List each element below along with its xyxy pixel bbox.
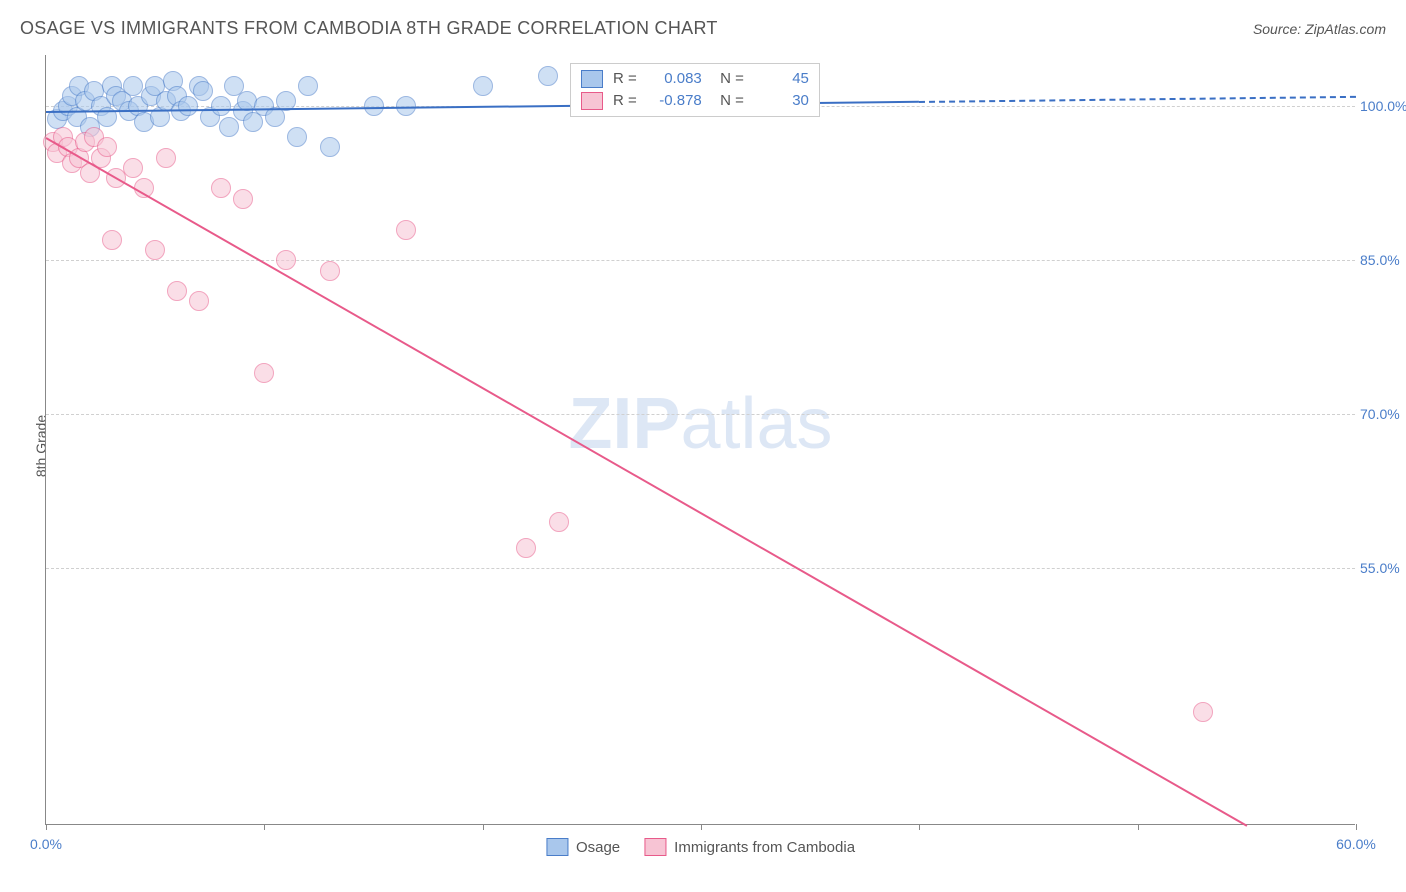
x-tick <box>1356 824 1357 830</box>
data-point <box>254 363 274 383</box>
x-tick-label: 0.0% <box>30 836 62 852</box>
data-point <box>97 137 117 157</box>
y-tick-label: 100.0% <box>1360 98 1406 114</box>
legend-swatch <box>644 838 666 856</box>
data-point <box>320 261 340 281</box>
x-tick <box>701 824 702 830</box>
plot-area: ZIPatlas 55.0%70.0%85.0%100.0%0.0%60.0%R… <box>45 55 1355 825</box>
trend-line <box>46 137 1248 827</box>
data-point <box>156 148 176 168</box>
trend-line-dashed <box>919 96 1356 103</box>
data-point <box>298 76 318 96</box>
y-tick-label: 85.0% <box>1360 252 1406 268</box>
data-point <box>211 178 231 198</box>
legend-swatch <box>546 838 568 856</box>
legend: Osage Immigrants from Cambodia <box>546 838 855 856</box>
data-point <box>396 220 416 240</box>
data-point <box>320 137 340 157</box>
series-swatch <box>581 70 603 88</box>
data-point <box>233 189 253 209</box>
stat-n-value: 45 <box>754 70 809 87</box>
stats-box: R = 0.083 N = 45 R = -0.878 N = 30 <box>570 63 820 117</box>
data-point <box>145 240 165 260</box>
data-point <box>538 66 558 86</box>
series-swatch <box>581 92 603 110</box>
legend-item: Osage <box>546 838 620 856</box>
data-point <box>1193 702 1213 722</box>
data-point <box>549 512 569 532</box>
stat-r-label: R = <box>613 92 637 109</box>
stat-n-label: N = <box>712 92 744 109</box>
legend-label: Immigrants from Cambodia <box>674 839 855 856</box>
data-point <box>473 76 493 96</box>
stat-r-value: -0.878 <box>647 92 702 109</box>
x-tick-label: 60.0% <box>1336 836 1376 852</box>
chart-header: OSAGE VS IMMIGRANTS FROM CAMBODIA 8TH GR… <box>0 0 1406 49</box>
grid-line <box>46 568 1355 569</box>
data-point <box>123 158 143 178</box>
data-point <box>287 127 307 147</box>
stat-r-value: 0.083 <box>647 70 702 87</box>
legend-item: Immigrants from Cambodia <box>644 838 855 856</box>
grid-line <box>46 260 1355 261</box>
stat-r-label: R = <box>613 70 637 87</box>
watermark-bold: ZIP <box>568 384 680 464</box>
stats-row: R = 0.083 N = 45 <box>581 68 809 90</box>
stat-n-label: N = <box>712 70 744 87</box>
data-point <box>102 230 122 250</box>
data-point <box>516 538 536 558</box>
x-tick <box>264 824 265 830</box>
x-tick <box>483 824 484 830</box>
data-point <box>276 250 296 270</box>
stats-row: R = -0.878 N = 30 <box>581 90 809 112</box>
watermark-rest: atlas <box>680 384 832 464</box>
x-tick <box>46 824 47 830</box>
grid-line <box>46 414 1355 415</box>
data-point <box>189 291 209 311</box>
data-point <box>178 96 198 116</box>
chart-source: Source: ZipAtlas.com <box>1253 21 1386 37</box>
legend-label: Osage <box>576 839 620 856</box>
data-point <box>211 96 231 116</box>
watermark: ZIPatlas <box>568 383 832 465</box>
x-tick <box>919 824 920 830</box>
x-tick <box>1138 824 1139 830</box>
data-point <box>193 81 213 101</box>
y-tick-label: 55.0% <box>1360 560 1406 576</box>
data-point <box>167 281 187 301</box>
y-tick-label: 70.0% <box>1360 406 1406 422</box>
chart-title: OSAGE VS IMMIGRANTS FROM CAMBODIA 8TH GR… <box>20 18 718 39</box>
stat-n-value: 30 <box>754 92 809 109</box>
